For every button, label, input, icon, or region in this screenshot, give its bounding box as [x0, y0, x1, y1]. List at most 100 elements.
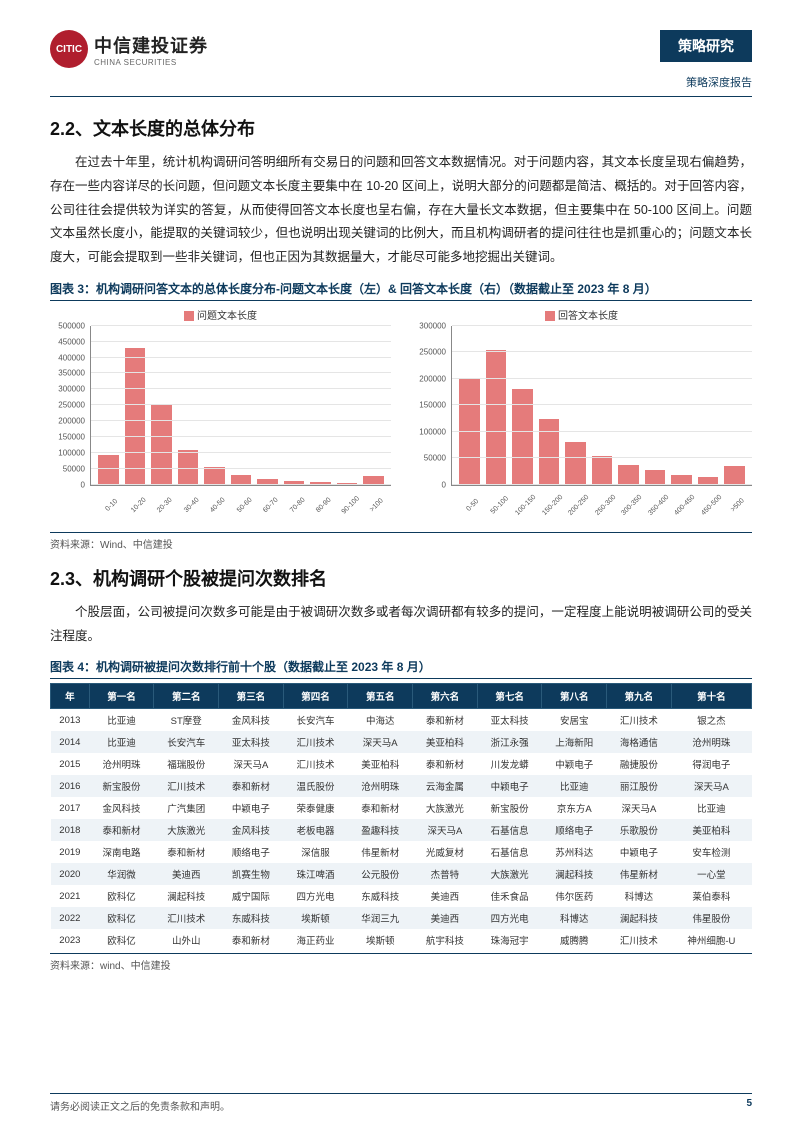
table-cell: 四方光电 — [283, 885, 348, 907]
x-tick: 30-40 — [180, 493, 204, 517]
table-cell: 汇川技术 — [283, 753, 348, 775]
bar — [486, 350, 507, 485]
y-tick: 0 — [81, 480, 85, 489]
table-cell: 杰普特 — [413, 863, 478, 885]
table-cell: 浙江永强 — [477, 731, 542, 753]
table-cell: 2021 — [51, 885, 90, 907]
x-tick: 0-50 — [461, 493, 485, 517]
table-row: 2022欧科亿汇川技术东威科技埃斯顿华润三九美迪西四方光电科博达澜起科技伟星股份 — [51, 907, 752, 929]
x-tick: 40-50 — [206, 493, 230, 517]
x-tick: 200-250 — [567, 493, 591, 517]
x-tick: 350-400 — [647, 493, 671, 517]
chart-answer-length: 回答文本长度 050000100000150000200000250000300… — [411, 307, 752, 526]
x-tick: 100-150 — [514, 493, 538, 517]
table-cell: 深南电路 — [89, 841, 154, 863]
table-cell: 比亚迪 — [542, 775, 607, 797]
table-cell: 四方光电 — [477, 907, 542, 929]
table-cell: 泰和新材 — [348, 797, 413, 819]
table-cell: 公元股份 — [348, 863, 413, 885]
sub-badge: 策略深度报告 — [50, 74, 752, 90]
figure-3-charts: 问题文本长度 050000100000150000200000250000300… — [50, 307, 752, 526]
table-cell: 澜起科技 — [607, 907, 672, 929]
bar — [618, 465, 639, 485]
table-cell: 2013 — [51, 709, 90, 732]
table-cell: 汇川技术 — [154, 775, 219, 797]
table-cell: 东威科技 — [348, 885, 413, 907]
x-tick: 400-450 — [673, 493, 697, 517]
table-cell: 美迪西 — [413, 907, 478, 929]
table-cell: 苏州科达 — [542, 841, 607, 863]
table-cell: 伟星新材 — [348, 841, 413, 863]
table-cell: 汇川技术 — [607, 709, 672, 732]
table-cell: 泰和新材 — [219, 775, 284, 797]
table-cell: 比亚迪 — [89, 709, 154, 732]
table-header: 第八名 — [542, 684, 607, 709]
table-cell: 美迪西 — [413, 885, 478, 907]
table-cell: 佳禾食品 — [477, 885, 542, 907]
y-tick: 50000 — [424, 454, 446, 463]
table-cell: 海正药业 — [283, 929, 348, 951]
table-cell: 欧科亿 — [89, 907, 154, 929]
bar — [565, 442, 586, 484]
table-cell: 得润电子 — [671, 753, 751, 775]
table-cell: 欧科亿 — [89, 885, 154, 907]
table-cell: 顺络电子 — [219, 841, 284, 863]
figure-4-title: 图表 4：机构调研被提问次数排行前十个股（数据截止至 2023 年 8 月） — [50, 658, 752, 679]
bar — [645, 470, 666, 484]
x-tick: 90-100 — [339, 493, 363, 517]
table-cell: 云海金属 — [413, 775, 478, 797]
table-cell: 中颖电子 — [542, 753, 607, 775]
table-cell: 深天马A — [348, 731, 413, 753]
table-cell: 华润微 — [89, 863, 154, 885]
table-cell: 川发龙蟒 — [477, 753, 542, 775]
logo-block: CITIC 中信建投证券 CHINA SECURITIES — [50, 30, 208, 68]
y-tick: 100000 — [58, 448, 85, 457]
x-tick: >100 — [365, 493, 389, 517]
table-cell: 光威复材 — [413, 841, 478, 863]
table-cell: 深天马A — [413, 819, 478, 841]
x-tick: 10-20 — [126, 493, 150, 517]
table-cell: 2022 — [51, 907, 90, 929]
table-cell: 深信服 — [283, 841, 348, 863]
table-cell: 亚太科技 — [219, 731, 284, 753]
table-cell: 2020 — [51, 863, 90, 885]
section-2-2-para: 在过去十年里，统计机构调研问答明细所有交易日的问题和回答文本数据情况。对于问题内… — [50, 151, 752, 270]
y-tick: 350000 — [58, 369, 85, 378]
table-row: 2021欧科亿澜起科技威宁国际四方光电东威科技美迪西佳禾食品伟尔医药科博达莱伯泰… — [51, 885, 752, 907]
table-cell: 东威科技 — [219, 907, 284, 929]
table-header: 第四名 — [283, 684, 348, 709]
table-cell: 沧州明珠 — [89, 753, 154, 775]
x-tick: 50-100 — [487, 493, 511, 517]
table-cell: 荣泰健康 — [283, 797, 348, 819]
table-header: 第二名 — [154, 684, 219, 709]
logo-cn: 中信建投证券 — [94, 32, 208, 58]
table-cell: 中颖电子 — [477, 775, 542, 797]
table-cell: 长安汽车 — [154, 731, 219, 753]
table-cell: 深天马A — [671, 775, 751, 797]
page-number: 5 — [746, 1098, 752, 1113]
y-tick: 0 — [442, 480, 446, 489]
table-cell: 中颖电子 — [219, 797, 284, 819]
x-tick: 300-350 — [620, 493, 644, 517]
x-tick: 250-300 — [594, 493, 618, 517]
table-cell: 珠海冠宇 — [477, 929, 542, 951]
table-cell: 深天马A — [607, 797, 672, 819]
table-row: 2023欧科亿山外山泰和新材海正药业埃斯顿航宇科技珠海冠宇威腾腾汇川技术神州细胞… — [51, 929, 752, 951]
table-cell: 融捷股份 — [607, 753, 672, 775]
y-tick: 50000 — [63, 464, 85, 473]
table-cell: 金风科技 — [89, 797, 154, 819]
table-cell: 汇川技术 — [154, 907, 219, 929]
x-tick: 70-80 — [286, 493, 310, 517]
table-cell: 金风科技 — [219, 709, 284, 732]
table-cell: 深天马A — [219, 753, 284, 775]
bar — [459, 379, 480, 485]
table-cell: 安车检测 — [671, 841, 751, 863]
table-cell: 汇川技术 — [283, 731, 348, 753]
table-cell: 大族激光 — [154, 819, 219, 841]
table-cell: 汇川技术 — [607, 929, 672, 951]
bar — [151, 405, 172, 485]
table-cell: 比亚迪 — [89, 731, 154, 753]
table-cell: 银之杰 — [671, 709, 751, 732]
table-cell: 珠江啤酒 — [283, 863, 348, 885]
y-tick: 250000 — [58, 401, 85, 410]
